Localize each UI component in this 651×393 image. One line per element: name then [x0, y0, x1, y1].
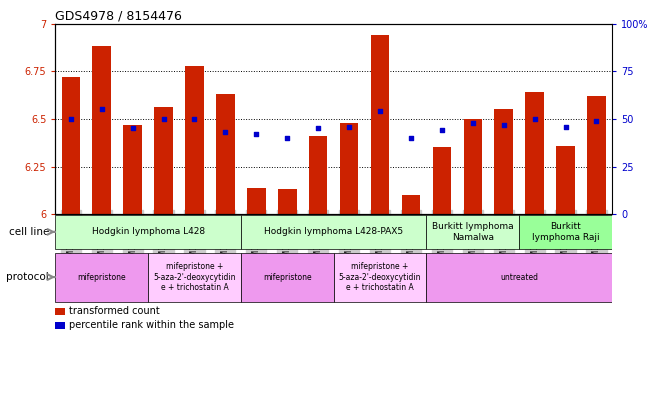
- Text: protocol: protocol: [7, 272, 49, 282]
- Text: mifepristone: mifepristone: [77, 273, 126, 281]
- Text: Burkitt lymphoma
Namalwa: Burkitt lymphoma Namalwa: [432, 222, 514, 242]
- Bar: [241, 253, 333, 301]
- Bar: [402, 195, 420, 214]
- Text: mifepristone +
5-aza-2'-deoxycytidin
e + trichostatin A: mifepristone + 5-aza-2'-deoxycytidin e +…: [153, 262, 236, 292]
- Bar: [55, 215, 241, 249]
- Point: [189, 116, 200, 122]
- Bar: [464, 119, 482, 214]
- Point: [66, 116, 76, 122]
- Point: [313, 125, 324, 132]
- Bar: [55, 322, 65, 329]
- Point: [128, 125, 138, 132]
- Bar: [278, 189, 296, 214]
- Point: [406, 135, 416, 141]
- Bar: [216, 94, 234, 214]
- Text: cell line: cell line: [8, 227, 49, 237]
- Bar: [525, 92, 544, 214]
- Point: [499, 121, 509, 128]
- Bar: [185, 66, 204, 214]
- Bar: [92, 46, 111, 214]
- Point: [561, 123, 571, 130]
- Bar: [333, 253, 426, 301]
- Bar: [309, 136, 327, 214]
- Bar: [124, 125, 142, 214]
- Point: [282, 135, 292, 141]
- Point: [220, 129, 230, 135]
- Text: transformed count: transformed count: [69, 307, 160, 316]
- Text: percentile rank within the sample: percentile rank within the sample: [69, 320, 234, 330]
- Point: [344, 123, 354, 130]
- Bar: [340, 123, 358, 214]
- Point: [158, 116, 169, 122]
- Text: mifepristone: mifepristone: [263, 273, 312, 281]
- Bar: [587, 96, 605, 214]
- Point: [591, 118, 602, 124]
- Point: [96, 106, 107, 112]
- Bar: [247, 187, 266, 214]
- Bar: [148, 253, 241, 301]
- Bar: [154, 107, 173, 214]
- Bar: [61, 77, 80, 214]
- Point: [437, 127, 447, 134]
- Point: [375, 108, 385, 114]
- Point: [529, 116, 540, 122]
- Text: Hodgkin lymphoma L428-PAX5: Hodgkin lymphoma L428-PAX5: [264, 228, 403, 236]
- Bar: [556, 145, 575, 214]
- Bar: [432, 147, 451, 214]
- Text: GDS4978 / 8154476: GDS4978 / 8154476: [55, 9, 182, 22]
- Text: mifepristone +
5-aza-2'-deoxycytidin
e + trichostatin A: mifepristone + 5-aza-2'-deoxycytidin e +…: [339, 262, 421, 292]
- Bar: [519, 215, 612, 249]
- Point: [467, 119, 478, 126]
- Text: Burkitt
lymphoma Raji: Burkitt lymphoma Raji: [532, 222, 600, 242]
- Bar: [426, 215, 519, 249]
- Bar: [55, 308, 65, 315]
- Bar: [370, 35, 389, 214]
- Text: Hodgkin lymphoma L428: Hodgkin lymphoma L428: [92, 228, 204, 236]
- Bar: [55, 253, 148, 301]
- Bar: [426, 253, 612, 301]
- Bar: [494, 109, 513, 214]
- Text: untreated: untreated: [500, 273, 538, 281]
- Bar: [241, 215, 426, 249]
- Point: [251, 131, 262, 137]
